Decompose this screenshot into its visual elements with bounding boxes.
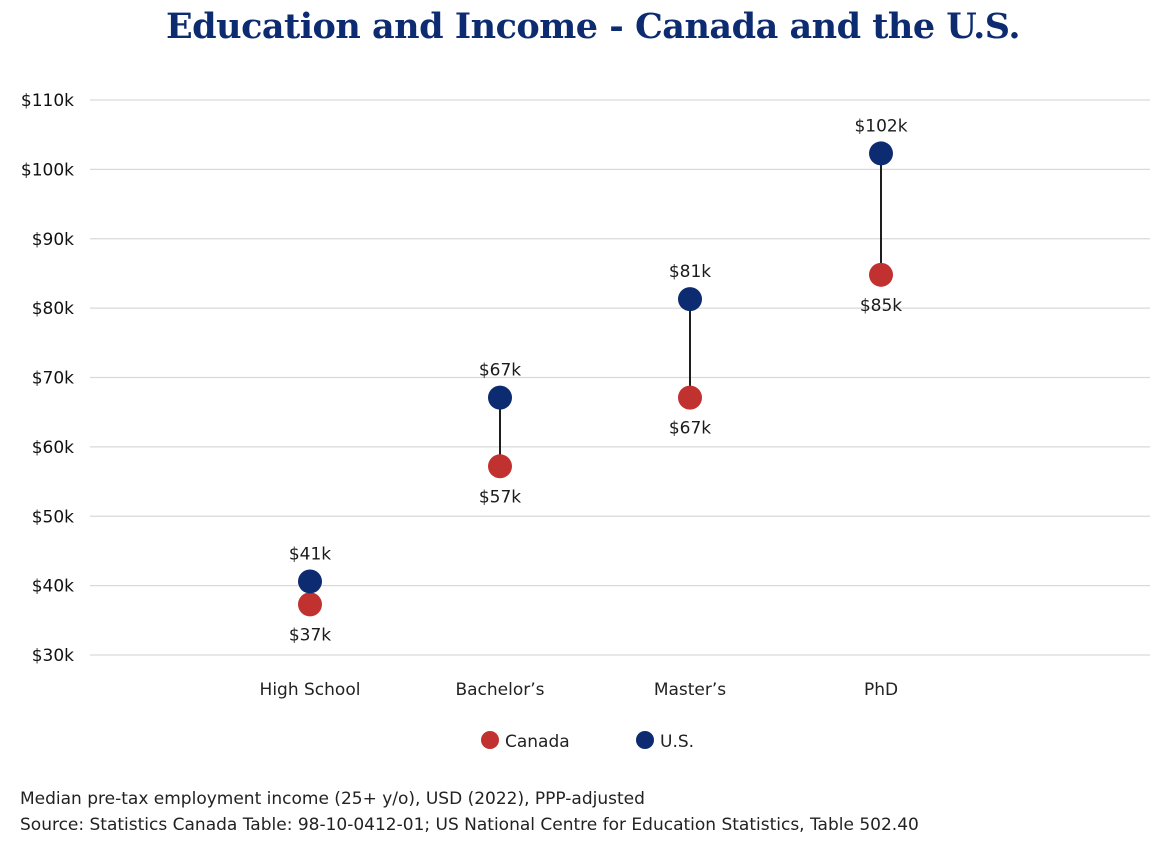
- legend-us-label: U.S.: [660, 732, 694, 752]
- us-point: [869, 141, 893, 166]
- canada-point: [678, 385, 702, 410]
- canada-data-label: $57k: [479, 487, 521, 507]
- legend-canada-label: Canada: [505, 732, 570, 752]
- y-tick-label: $60k: [32, 438, 74, 458]
- y-tick-label: $70k: [32, 369, 74, 389]
- canada-data-label: $85k: [860, 296, 902, 316]
- footnote-source: Source: Statistics Canada Table: 98-10-0…: [20, 815, 919, 835]
- us-data-label: $102k: [854, 116, 907, 136]
- canada-point: [298, 592, 322, 617]
- y-tick-label: $30k: [32, 646, 74, 666]
- legend-canada-marker: [481, 731, 499, 749]
- legend-us-marker: [636, 731, 654, 749]
- us-data-label: $67k: [479, 361, 521, 381]
- canada-data-label: $37k: [289, 625, 331, 645]
- chart-title: Education and Income - Canada and the U.…: [165, 6, 1021, 47]
- canada-data-label: $67k: [669, 419, 711, 439]
- x-category-label: PhD: [864, 680, 898, 700]
- y-tick-label: $80k: [32, 299, 74, 319]
- y-tick-label: $100k: [21, 160, 74, 180]
- y-tick-label: $50k: [32, 507, 74, 527]
- x-category-label: Bachelor’s: [455, 680, 544, 700]
- canada-point: [869, 262, 893, 287]
- us-data-label: $41k: [289, 544, 331, 564]
- y-tick-label: $110k: [21, 91, 74, 111]
- us-point: [298, 569, 322, 594]
- us-point: [678, 287, 702, 312]
- x-category-label: Master’s: [654, 680, 726, 700]
- x-category-label: High School: [260, 680, 361, 700]
- us-data-label: $81k: [669, 262, 711, 282]
- footnote-description: Median pre-tax employment income (25+ y/…: [20, 789, 645, 809]
- canada-point: [488, 454, 512, 479]
- y-tick-label: $90k: [32, 230, 74, 250]
- y-tick-label: $40k: [32, 577, 74, 597]
- us-point: [488, 385, 512, 410]
